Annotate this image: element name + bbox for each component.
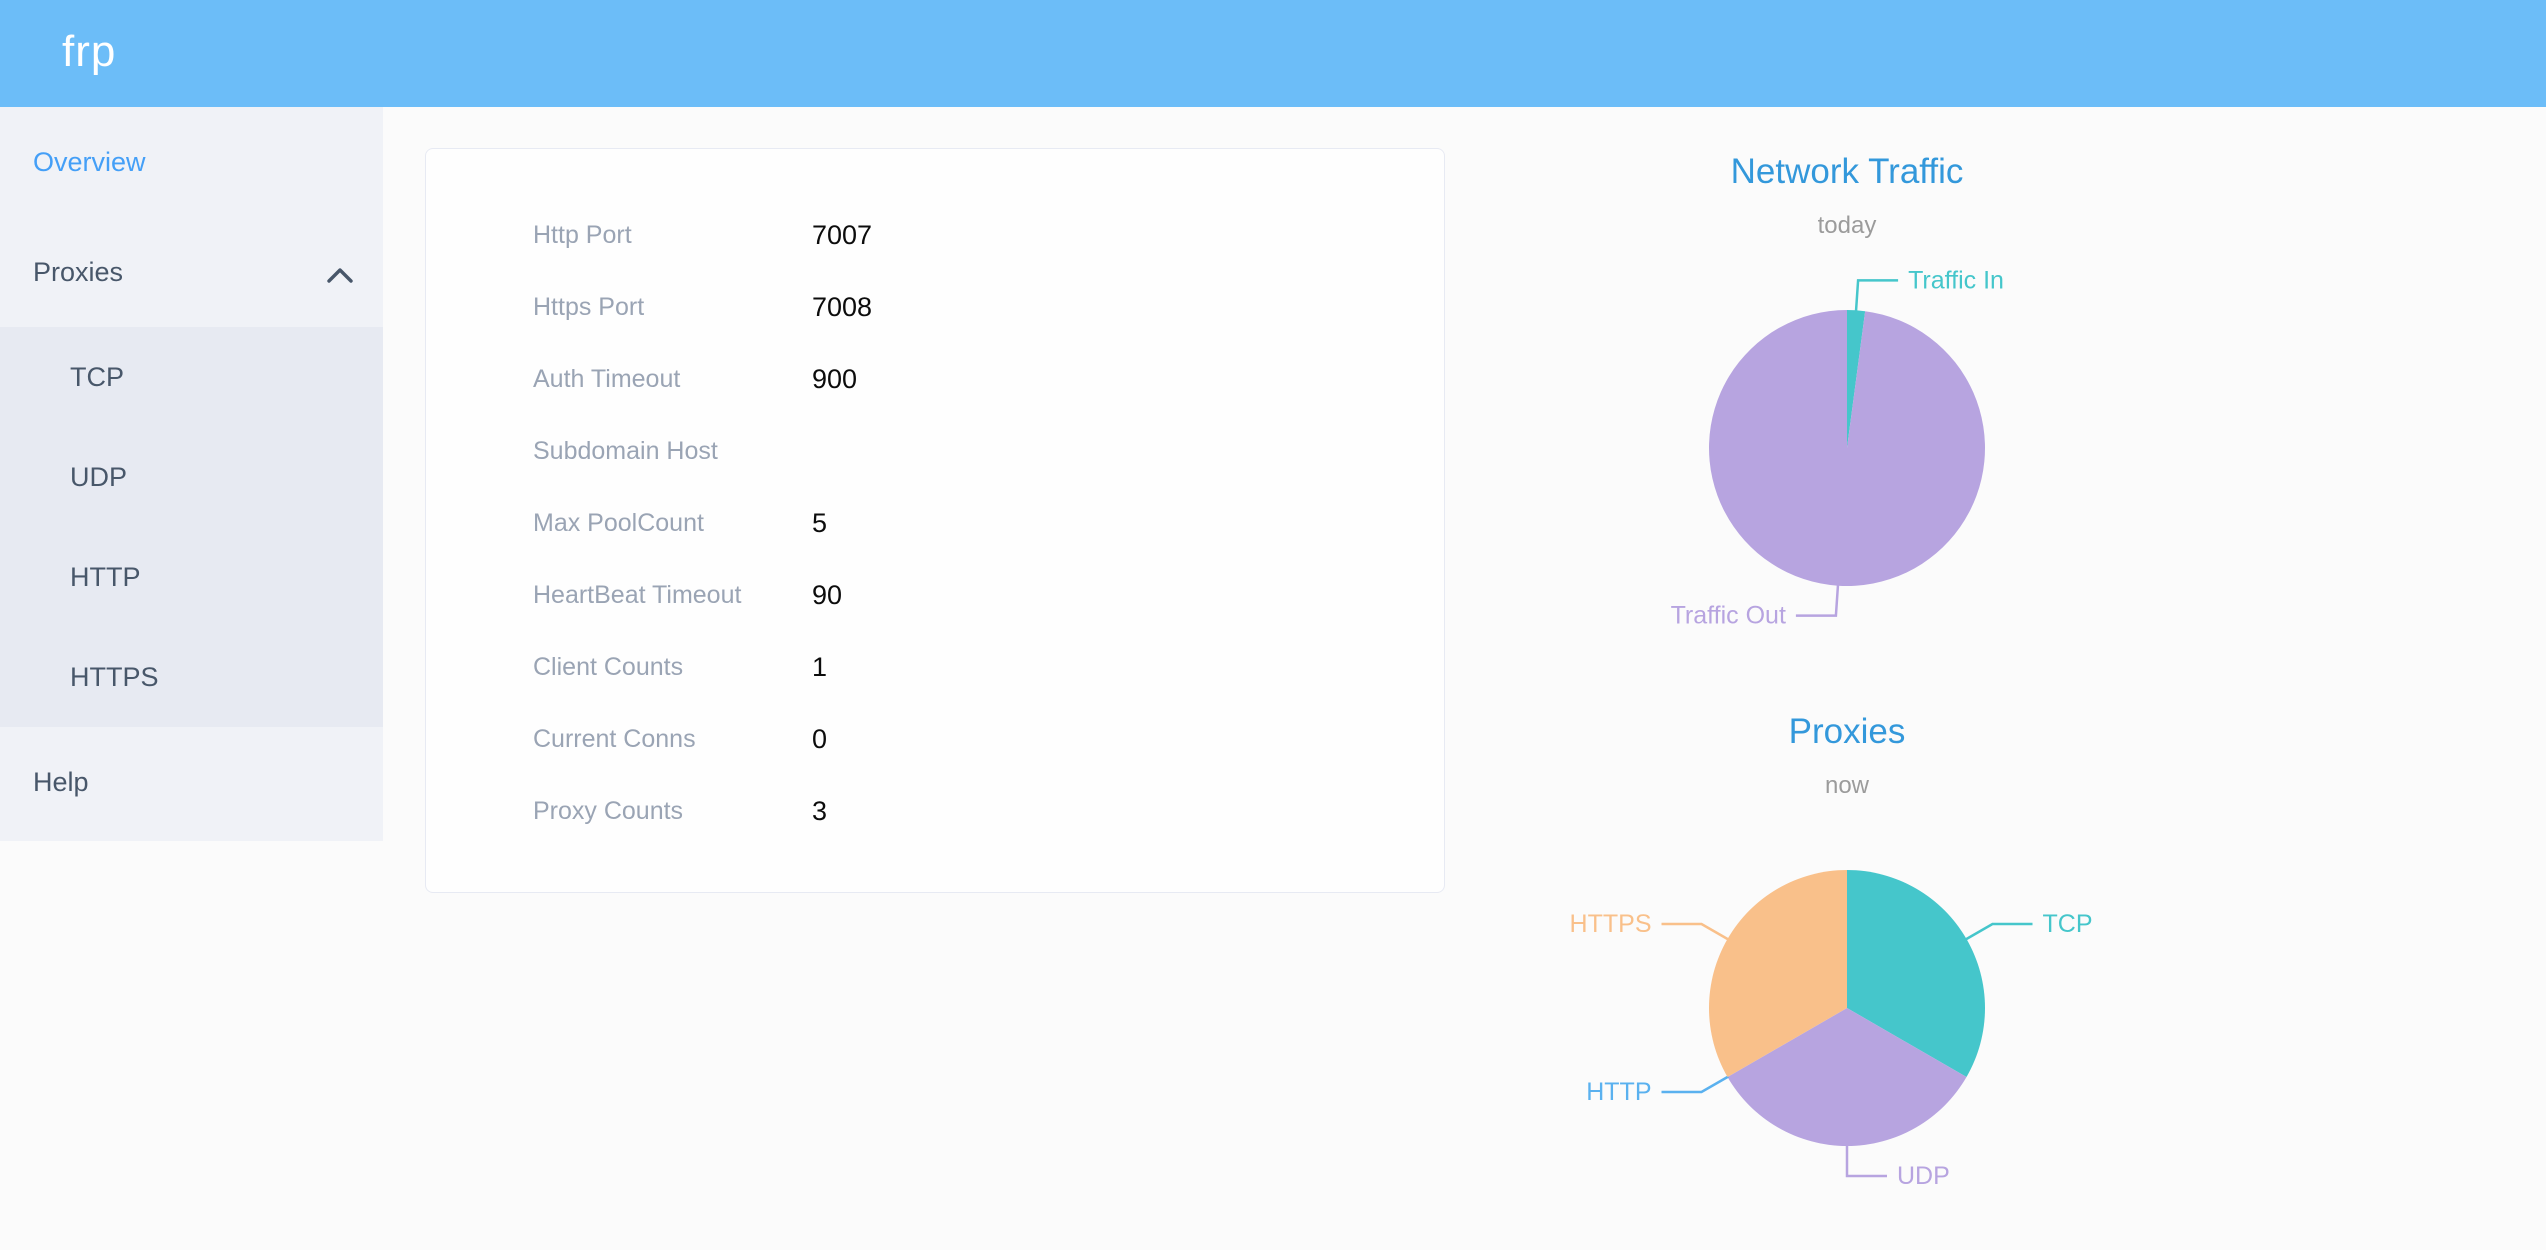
sidebar-item-help[interactable]: Help <box>33 767 89 797</box>
pie-label-traffic-out: Traffic Out <box>1671 602 1786 630</box>
config-row-current-conns: Current Conns 0 <box>426 703 1444 775</box>
config-value: 90 <box>812 579 843 610</box>
pie-label-http: HTTP <box>1586 1078 1651 1106</box>
sidebar-item-overview[interactable]: Overview <box>33 147 146 177</box>
app-logo[interactable]: frp <box>62 27 117 76</box>
sidebar-item-tcp[interactable]: TCP <box>70 362 124 392</box>
config-row-auth-timeout: Auth Timeout 900 <box>426 343 1444 415</box>
config-row-heartbeat-timeout: HeartBeat Timeout 90 <box>426 559 1444 631</box>
pie-slice-traffic-out[interactable] <box>1709 310 1986 586</box>
network-traffic-chart: Network Traffic today Traffic In Traffic … <box>1537 130 2157 690</box>
config-label: Current Conns <box>533 724 696 753</box>
pie-labelline-traffic-out <box>1795 584 1840 617</box>
config-label: HeartBeat Timeout <box>533 580 742 609</box>
config-label: Http Port <box>533 220 632 249</box>
pie-slice-https[interactable] <box>1709 870 1847 1077</box>
network-traffic-pie: Traffic In Traffic Out <box>1671 266 2004 630</box>
pie-slice-tcp[interactable] <box>1847 870 1985 1077</box>
config-row-http-port: Http Port 7007 <box>426 199 1444 271</box>
sidebar-item-udp[interactable]: UDP <box>70 462 128 492</box>
config-label: Auth Timeout <box>533 364 681 393</box>
app-header: frp <box>0 0 2546 107</box>
config-row-https-port: Https Port 7008 <box>426 271 1444 343</box>
pie-label-traffic-in: Traffic In <box>1908 266 2004 294</box>
chart-title: Network Traffic <box>1730 152 1964 191</box>
pie-labelline-traffic-in <box>1854 279 1899 312</box>
config-label: Proxy Counts <box>533 796 684 825</box>
config-value: 5 <box>812 507 828 538</box>
pie-labelline-tcp <box>1964 922 2033 941</box>
pie-label-udp: UDP <box>1897 1162 1950 1190</box>
proxies-chart: Proxies now TCP UDP HTTP HTTPS <box>1537 690 2157 1250</box>
pie-label-https: HTTPS <box>1570 910 1652 938</box>
config-label: Https Port <box>533 292 645 321</box>
pie-slice-traffic-in[interactable] <box>1847 310 1866 448</box>
chart-subtitle: today <box>1817 212 1877 239</box>
chart-subtitle: now <box>1824 772 1870 799</box>
charts-panel: Network Traffic today Traffic In Traffic … <box>1537 0 2157 1234</box>
pie-slice-udp[interactable] <box>1727 1008 1967 1146</box>
config-value: 7007 <box>812 219 873 250</box>
config-label: Client Counts <box>533 652 684 681</box>
pie-label-tcp: TCP <box>2043 910 2093 938</box>
config-value: 3 <box>812 795 828 826</box>
sidebar-item-http[interactable]: HTTP <box>70 562 141 592</box>
sidebar-item-proxies-label: Proxies <box>33 257 124 287</box>
config-value: 900 <box>812 363 858 394</box>
chevron-up-icon <box>327 267 353 283</box>
proxies-pie: TCP UDP HTTP HTTPS <box>1570 870 2093 1190</box>
sidebar-item-https[interactable]: HTTPS <box>70 662 159 692</box>
sidebar: Overview Proxies TCP UDP HTTP HTTPS Help <box>0 107 383 841</box>
config-label: Max PoolCount <box>533 508 704 537</box>
config-row-max-poolcount: Max PoolCount 5 <box>426 487 1444 559</box>
chart-title: Proxies <box>1788 712 1906 751</box>
sidebar-item-proxies[interactable]: Proxies <box>0 217 383 327</box>
config-row-subdomain-host: Subdomain Host <box>426 415 1444 487</box>
pie-labelline-https <box>1661 922 1730 941</box>
config-value: 1 <box>812 651 828 682</box>
pie-labelline-udp <box>1845 1145 1887 1178</box>
server-info-card: Http Port 7007 Https Port 7008 Auth Timeout 9… <box>425 148 1445 893</box>
config-value: 7008 <box>812 291 873 322</box>
sidebar-submenu-proxies: TCP UDP HTTP HTTPS <box>0 327 383 727</box>
config-label: Subdomain Host <box>533 436 718 465</box>
config-value: 0 <box>812 723 828 754</box>
pie-labelline-http <box>1661 1075 1730 1094</box>
config-row-proxy-counts: Proxy Counts 3 <box>426 775 1444 847</box>
config-row-client-counts: Client Counts 1 <box>426 631 1444 703</box>
